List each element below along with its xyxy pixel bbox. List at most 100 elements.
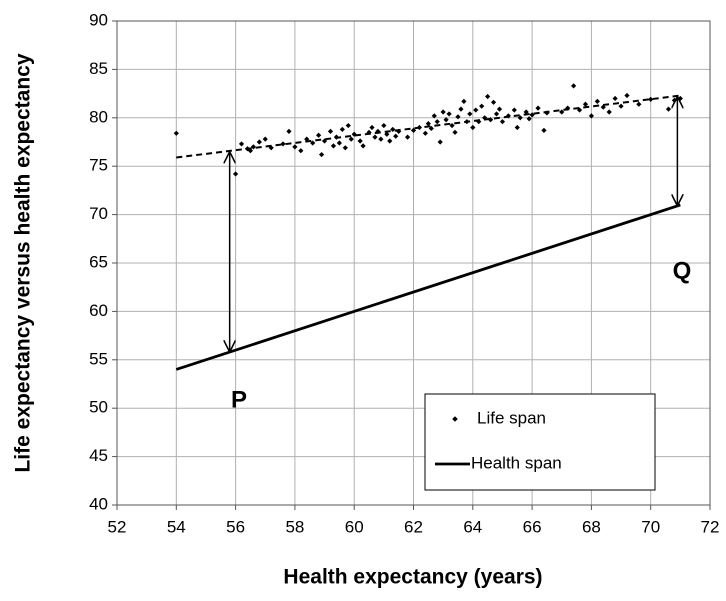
y-tick-label: 90 (89, 10, 108, 29)
point (594, 98, 600, 104)
x-tick-label: 52 (108, 517, 127, 536)
x-tick-label: 56 (226, 517, 245, 536)
point (665, 106, 672, 112)
point (535, 105, 541, 111)
point (571, 83, 577, 89)
point (485, 93, 491, 100)
point (387, 138, 393, 144)
point (384, 131, 390, 137)
point (452, 129, 458, 135)
point (523, 109, 529, 115)
point (369, 124, 375, 131)
point (496, 106, 503, 112)
y-tick-label: 55 (89, 349, 108, 368)
point (327, 128, 334, 134)
point (467, 111, 473, 117)
point (428, 125, 434, 132)
point (318, 151, 325, 158)
legend-label: Health span (471, 453, 562, 472)
point (636, 101, 642, 107)
trend-line (176, 94, 681, 159)
point (541, 127, 547, 133)
point (431, 113, 437, 119)
point (499, 119, 506, 125)
y-tick-label: 50 (89, 398, 108, 417)
point (250, 144, 256, 150)
y-tick-label: 65 (89, 252, 108, 271)
point (618, 103, 624, 109)
point (606, 109, 612, 115)
point (612, 95, 618, 102)
y-axis-label: Life expectancy versus health expectancy (12, 53, 35, 472)
point (482, 115, 488, 121)
point (487, 117, 494, 123)
point (648, 96, 654, 103)
point (443, 117, 449, 123)
point (624, 92, 630, 99)
point (517, 115, 523, 121)
y-tick-label: 85 (89, 59, 108, 78)
point (437, 139, 443, 145)
point (280, 141, 286, 147)
y-tick-label: 45 (89, 446, 108, 465)
point (422, 130, 428, 136)
point (588, 113, 594, 119)
legend-box (424, 393, 656, 491)
point (238, 141, 245, 147)
y-tick-label: 40 (89, 494, 108, 513)
point (425, 121, 431, 127)
y-tick-label: 75 (89, 156, 108, 175)
point (262, 136, 268, 142)
y-tick-label: 80 (89, 107, 108, 126)
x-tick-label: 60 (345, 517, 364, 536)
point (330, 143, 337, 149)
point (321, 138, 328, 144)
point (360, 143, 366, 149)
point (339, 126, 345, 133)
x-tick-label: 70 (641, 517, 660, 536)
plot-border (116, 20, 711, 506)
x-tick-label: 62 (404, 517, 423, 536)
point (526, 116, 532, 122)
x-tick-label: 64 (463, 517, 482, 536)
point (490, 99, 497, 105)
point (479, 103, 485, 109)
point (316, 132, 322, 138)
x-tick-label: 72 (701, 517, 720, 536)
point (582, 101, 589, 107)
point (233, 171, 239, 177)
point (461, 98, 467, 104)
point (286, 128, 292, 134)
x-tick-label: 68 (582, 517, 601, 536)
y-tick-label: 70 (89, 204, 108, 223)
point (446, 111, 452, 117)
point (378, 136, 384, 142)
point (310, 140, 316, 146)
point (357, 138, 363, 144)
annotation: P (231, 386, 247, 413)
x-axis-label: Health expectancy (years) (283, 566, 542, 589)
point (559, 109, 565, 115)
point (381, 122, 387, 129)
legend-label: Life span (477, 408, 546, 427)
point (256, 139, 262, 145)
point (348, 136, 354, 142)
x-tick-label: 66 (523, 517, 542, 536)
point (345, 122, 351, 129)
y-tick-label: 60 (89, 301, 108, 320)
point (366, 129, 372, 135)
x-tick-label: 54 (167, 517, 186, 536)
point (390, 126, 396, 133)
line (175, 203, 681, 371)
legend-marker (452, 416, 458, 422)
x-tick-label: 58 (285, 517, 304, 536)
point (372, 134, 378, 140)
point (434, 119, 440, 125)
point (292, 144, 298, 150)
point (514, 124, 520, 131)
point (455, 114, 461, 120)
point (473, 107, 479, 113)
point (336, 140, 342, 146)
point (298, 148, 304, 154)
